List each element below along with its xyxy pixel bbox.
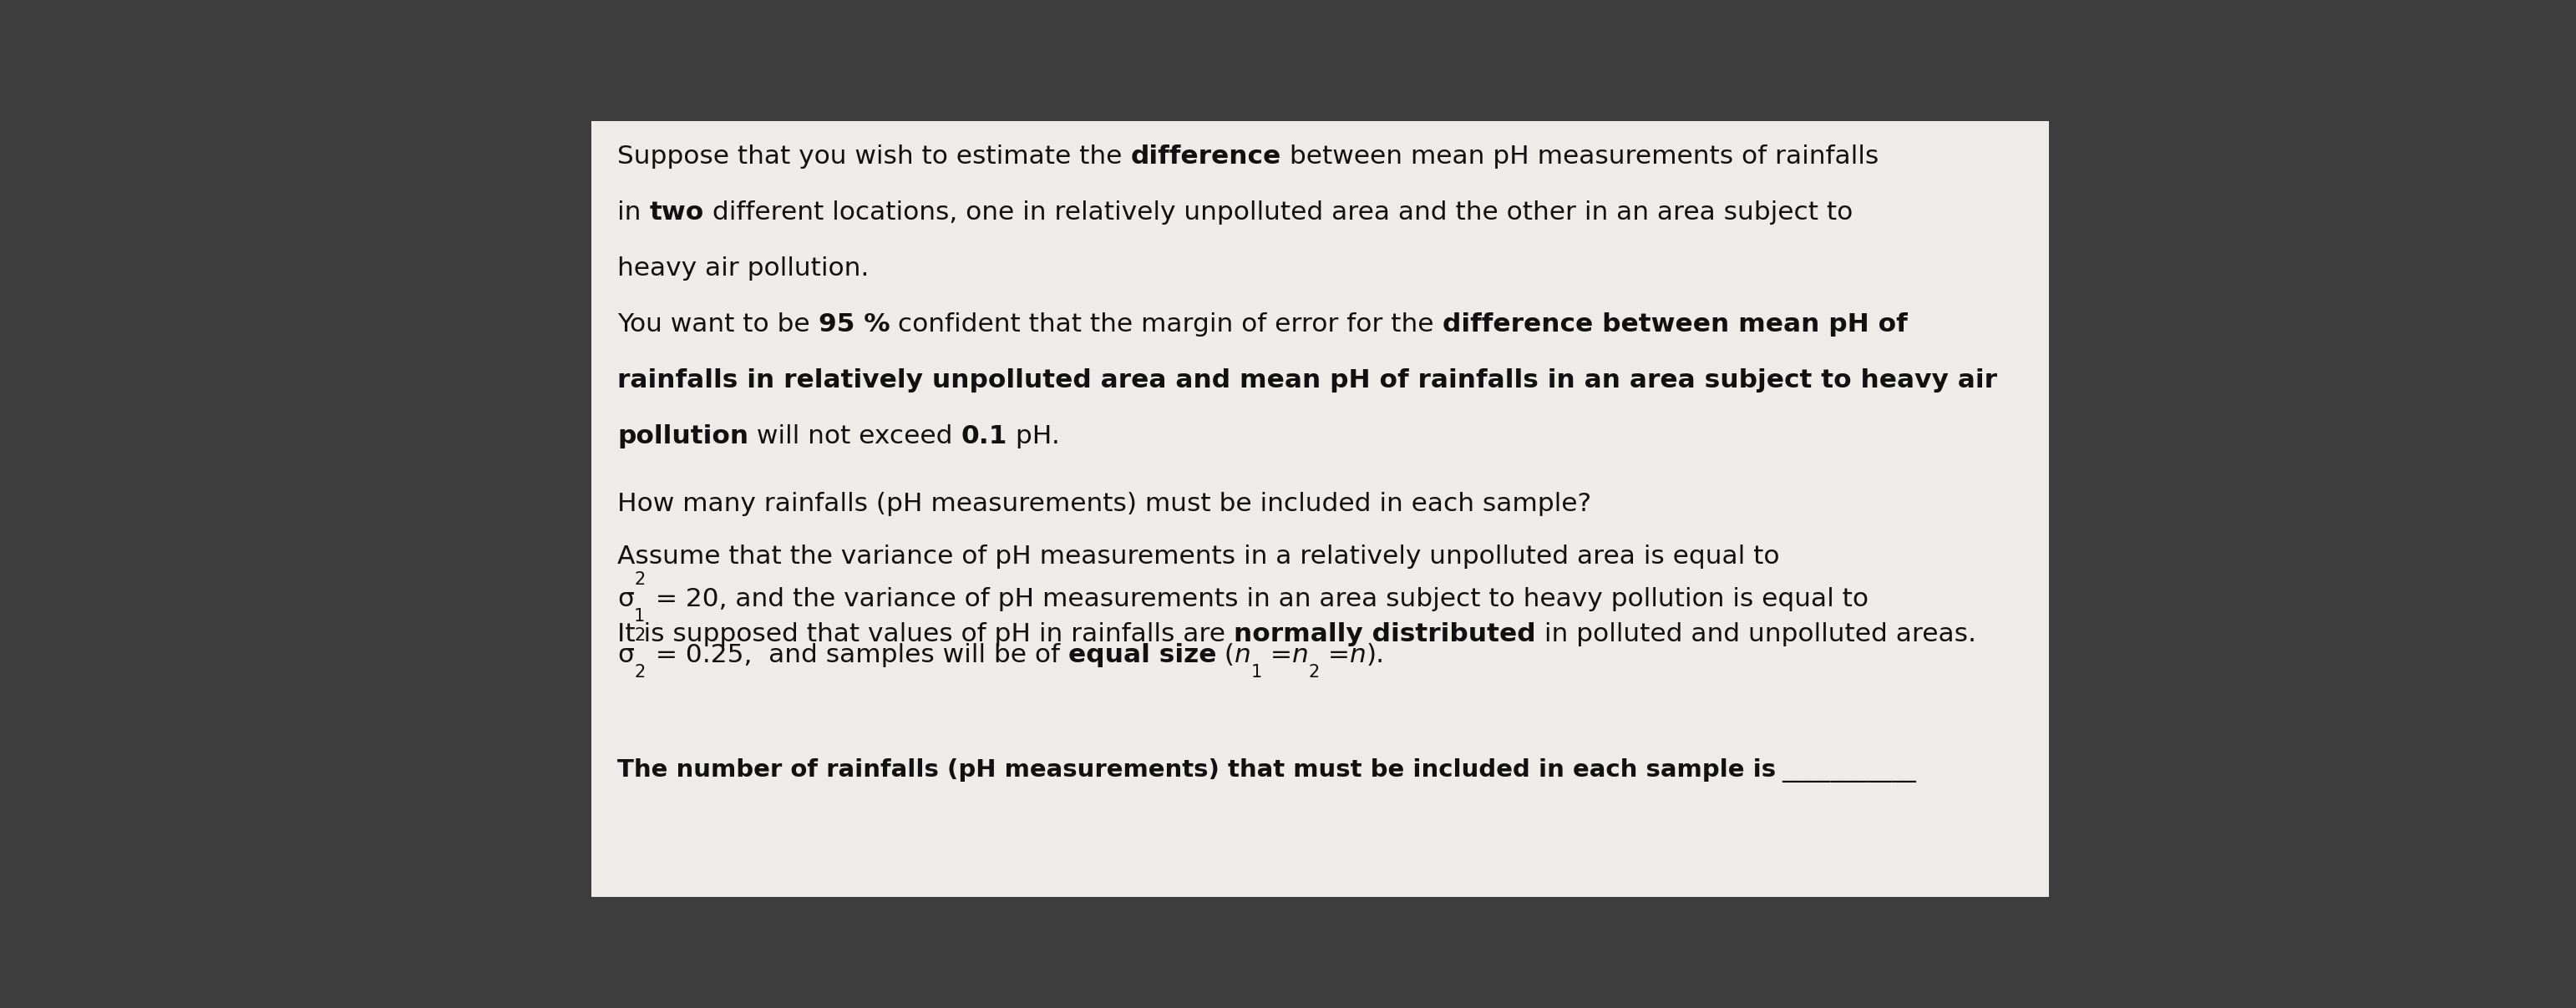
Text: n: n [1293, 643, 1309, 667]
Text: Assume that the variance of pH measurements in a relatively unpolluted area is e: Assume that the variance of pH measureme… [618, 544, 1780, 569]
Text: How many rainfalls (pH measurements) must be included in each sample?: How many rainfalls (pH measurements) mus… [618, 492, 1592, 516]
Text: 2: 2 [634, 571, 644, 588]
Text: (: ( [1216, 643, 1234, 667]
Text: in polluted and unpolluted areas.: in polluted and unpolluted areas. [1535, 622, 1976, 646]
Text: 1: 1 [1252, 664, 1262, 680]
Text: σ: σ [618, 587, 634, 611]
Text: = 20, and the variance of pH measurements in an area subject to heavy pollution : = 20, and the variance of pH measurement… [647, 587, 1868, 611]
Text: 1: 1 [634, 608, 644, 625]
Text: ___________: ___________ [1783, 759, 1917, 782]
Text: confident that the margin of error for the: confident that the margin of error for t… [889, 312, 1443, 337]
Text: will not exceed: will not exceed [750, 423, 961, 449]
Text: equal size: equal size [1069, 643, 1216, 667]
Text: =: = [1319, 643, 1350, 667]
Text: 2: 2 [634, 627, 644, 643]
Text: different locations, one in relatively unpolluted area and the other in an area : different locations, one in relatively u… [703, 201, 1852, 225]
Text: It is supposed that values of pH in rainfalls are: It is supposed that values of pH in rain… [618, 622, 1234, 646]
Text: 95 %: 95 % [819, 312, 889, 337]
Bar [592, 121, 2048, 897]
Text: 0.1: 0.1 [961, 423, 1007, 449]
Text: The number of rainfalls (pH measurements) that must be included in each sample i: The number of rainfalls (pH measurements… [618, 758, 1775, 782]
Text: pollution: pollution [618, 423, 750, 449]
Text: σ: σ [618, 643, 634, 667]
Text: 2: 2 [634, 664, 644, 680]
Text: difference: difference [1131, 144, 1280, 168]
Text: heavy air pollution.: heavy air pollution. [618, 256, 868, 280]
Text: 2: 2 [1309, 664, 1319, 680]
Text: between mean pH measurements of rainfalls: between mean pH measurements of rainfall… [1280, 144, 1878, 168]
Text: in: in [618, 201, 649, 225]
Text: n: n [1234, 643, 1252, 667]
Text: rainfalls in relatively unpolluted area and mean pH of rainfalls in an area subj: rainfalls in relatively unpolluted area … [618, 368, 1996, 392]
Text: normally distributed: normally distributed [1234, 622, 1535, 646]
Text: =: = [1262, 643, 1293, 667]
Text: ).: ). [1365, 643, 1386, 667]
Text: difference between mean pH of: difference between mean pH of [1443, 312, 1906, 337]
Text: = 0.25,  and samples will be of: = 0.25, and samples will be of [647, 643, 1069, 667]
Text: two: two [649, 201, 703, 225]
Text: pH.: pH. [1007, 423, 1059, 449]
Text: Suppose that you wish to estimate the: Suppose that you wish to estimate the [618, 144, 1131, 168]
Text: n: n [1350, 643, 1365, 667]
Text: You want to be: You want to be [618, 312, 819, 337]
